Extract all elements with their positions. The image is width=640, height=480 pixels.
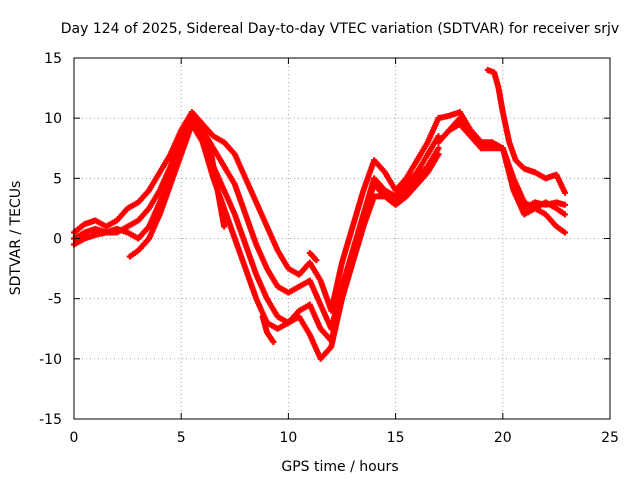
data-point-marker [561, 201, 568, 208]
data-point-marker [561, 211, 568, 218]
series-track-11 [484, 67, 568, 196]
series-track-10 [446, 115, 568, 212]
series-track-7 [306, 249, 320, 264]
x-tick-label: 5 [177, 430, 186, 446]
data-point-marker [435, 145, 442, 152]
x-axis-label: GPS time / hours [281, 459, 398, 475]
series-track-3 [71, 121, 442, 344]
data-point-marker [561, 189, 568, 196]
series-track-6 [259, 313, 277, 345]
data-point-marker [561, 229, 568, 236]
data-points [71, 67, 568, 362]
grid-lines [74, 58, 610, 419]
y-tick-label: 15 [44, 51, 62, 67]
x-tick-label: 20 [494, 430, 512, 446]
y-tick-label: -15 [39, 412, 62, 428]
x-tick-label: 25 [601, 430, 619, 446]
data-point-marker [221, 223, 228, 230]
series-track-4 [126, 121, 442, 362]
y-tick-label: 0 [53, 232, 62, 248]
data-point-marker [313, 257, 320, 264]
series-track-5 [206, 139, 228, 230]
y-tick-label: 5 [53, 171, 62, 187]
y-tick-label: -5 [48, 292, 62, 308]
y-tick-label: -10 [39, 352, 62, 368]
y-tick-label: 10 [44, 111, 62, 127]
x-tick-label: 10 [279, 430, 297, 446]
x-tick-label: 15 [387, 430, 405, 446]
y-axis-label: SDTVAR / TECUs [8, 181, 24, 296]
data-point-marker [270, 338, 277, 345]
chart-title: Day 124 of 2025, Sidereal Day-to-day VTE… [61, 21, 619, 37]
axis-ticks: 0 5 10 15 20 25 -15 -10 -5 0 5 10 15 [39, 51, 619, 446]
data-point-marker [435, 151, 442, 158]
series-track-1 [71, 109, 442, 314]
x-tick-label: 0 [70, 430, 79, 446]
